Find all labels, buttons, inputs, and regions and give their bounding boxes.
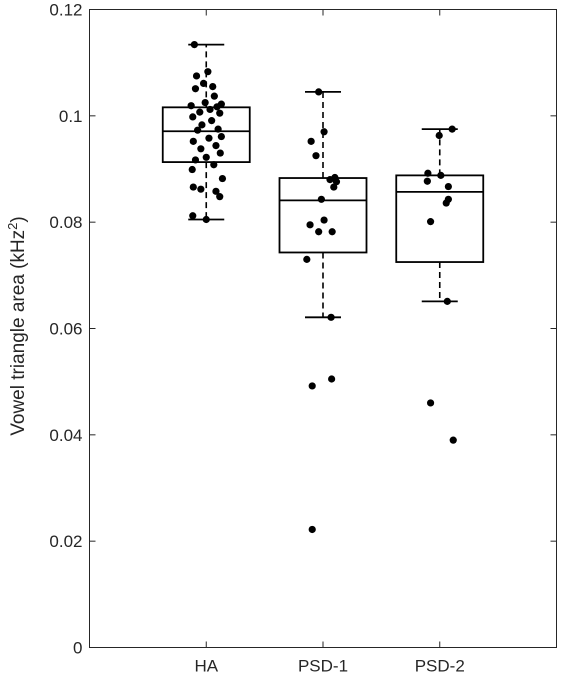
data-point — [330, 183, 338, 191]
data-point — [320, 128, 328, 136]
data-point — [424, 169, 432, 177]
data-point — [196, 108, 204, 116]
data-point — [189, 212, 197, 220]
data-point — [187, 102, 195, 110]
data-point — [191, 85, 200, 93]
data-point — [216, 193, 224, 201]
data-point — [204, 68, 212, 76]
data-point — [209, 82, 217, 91]
data-point — [217, 132, 225, 141]
data-point — [315, 88, 323, 96]
y-axis-title-superscript: 2 — [5, 223, 20, 230]
data-point — [192, 72, 201, 80]
data-point — [437, 171, 445, 179]
data-point — [308, 525, 316, 534]
x-tick-label: PSD-1 — [298, 657, 348, 676]
data-point — [307, 137, 315, 145]
x-tick-label: HA — [194, 657, 218, 676]
y-tick-label: 0.06 — [49, 320, 82, 339]
data-point — [194, 126, 202, 134]
x-tick-label: PSD-2 — [415, 657, 465, 676]
data-point — [218, 174, 227, 183]
data-point — [216, 149, 224, 157]
y-tick-label: 0 — [73, 639, 82, 658]
data-point — [216, 109, 224, 117]
data-point — [435, 131, 443, 140]
scatter-series — [187, 40, 457, 534]
y-tick-label: 0.04 — [49, 426, 82, 445]
data-point — [197, 185, 205, 193]
data-point — [320, 216, 328, 224]
data-point — [189, 137, 197, 145]
data-point — [448, 125, 456, 133]
data-point — [206, 105, 214, 114]
data-point — [312, 152, 320, 160]
data-point — [308, 382, 316, 390]
data-point — [199, 79, 208, 88]
y-tick-label: 0.08 — [49, 213, 82, 232]
data-point — [426, 218, 435, 226]
data-point — [443, 297, 451, 305]
data-point — [197, 145, 205, 153]
data-point — [210, 92, 218, 100]
data-point — [303, 255, 311, 263]
data-point — [214, 125, 222, 133]
data-point — [332, 178, 341, 186]
data-point — [212, 187, 220, 195]
interquartile-box — [278, 177, 368, 254]
data-point — [442, 199, 450, 207]
data-point — [202, 215, 210, 224]
data-point — [205, 134, 213, 142]
y-axis-title-suffix: ) — [8, 216, 29, 222]
data-point — [326, 176, 334, 184]
data-point — [315, 228, 323, 236]
data-point — [198, 121, 206, 129]
y-tick-label: 0.12 — [49, 1, 82, 20]
y-axis: 0 0.02 0.04 0.06 0.08 0.1 0.12 — [49, 1, 557, 658]
data-point — [210, 161, 218, 169]
y-axis-title-main: Vowel triangle area (kHz — [8, 230, 29, 436]
data-point — [189, 113, 197, 121]
data-point — [328, 228, 336, 236]
data-point — [327, 313, 335, 321]
data-point — [191, 156, 200, 164]
data-point — [423, 177, 431, 185]
y-tick-label: 0.1 — [59, 107, 83, 126]
data-point — [208, 117, 216, 125]
data-point — [444, 182, 452, 191]
data-point — [189, 183, 197, 191]
data-point — [201, 98, 209, 107]
data-point — [202, 153, 210, 161]
y-axis-title: Vowel triangle area (kHz2) — [5, 216, 30, 436]
data-point — [213, 103, 221, 111]
data-point — [306, 221, 314, 229]
data-point — [449, 436, 457, 444]
interquartile-box — [161, 106, 251, 163]
data-point — [317, 195, 325, 203]
data-point — [328, 375, 336, 383]
data-point — [426, 399, 435, 407]
data-point — [212, 142, 220, 150]
data-point — [188, 165, 196, 174]
data-point — [190, 40, 198, 49]
x-axis: HA PSD-1 PSD-2 — [194, 9, 465, 676]
y-tick-label: 0.02 — [49, 532, 82, 551]
